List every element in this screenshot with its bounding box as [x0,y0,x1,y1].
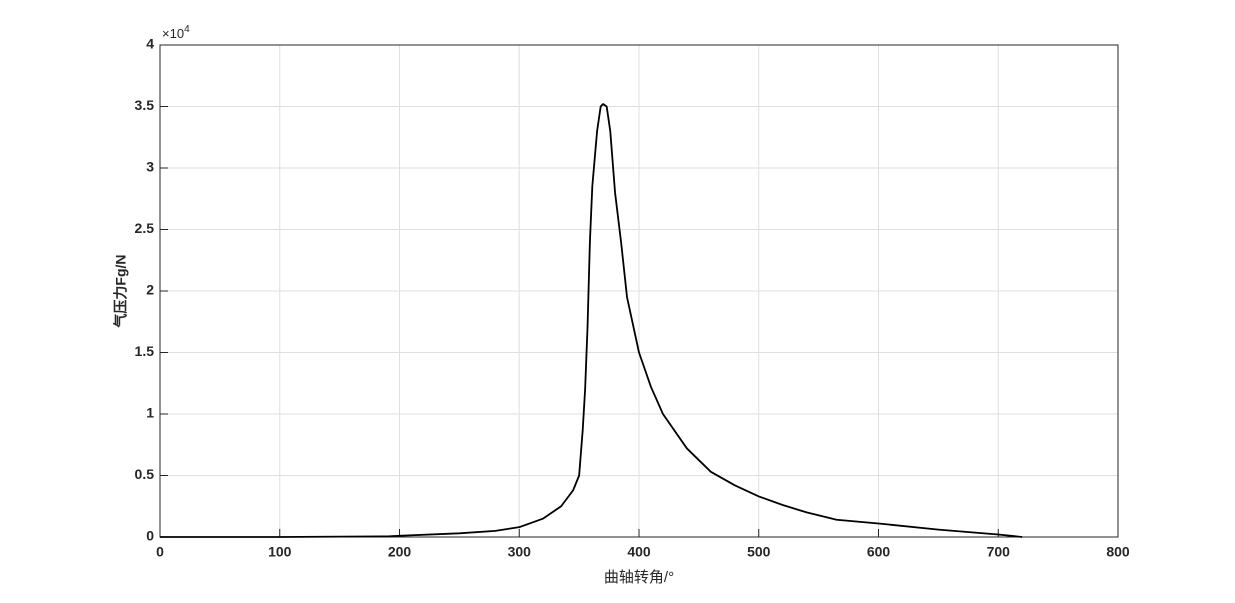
y-multiplier-exponent: 4 [184,24,190,35]
x-tick-label: 400 [627,544,651,560]
y-tick-label: 2.5 [135,220,155,236]
x-tick-label: 700 [987,544,1011,560]
data-line [160,103,1023,538]
x-tick-label: 200 [388,544,412,560]
y-tick-label: 3.5 [135,97,155,113]
y-multiplier-base: ×10 [162,26,184,41]
y-tick-label: 1.5 [135,343,155,359]
x-axis-label: 曲轴转角/° [604,569,674,586]
x-tick-label: 800 [1106,544,1130,560]
x-tick-label: 300 [508,544,532,560]
x-tick-label: 500 [747,544,771,560]
y-tick-label: 4 [146,36,154,52]
plot-frame [159,44,1119,538]
y-tick-label: 0.5 [135,466,155,482]
y-tick-label: 1 [146,405,154,421]
y-multiplier: ×104 [162,24,190,42]
y-axis-label: 气压力Fg/N [113,254,129,328]
x-tick-label: 0 [156,544,164,560]
y-tick-label: 3 [146,159,154,175]
y-tick-label: 2 [146,282,154,298]
y-tick-label: 0 [146,528,154,544]
x-tick-label: 100 [268,544,292,560]
x-tick-label: 600 [867,544,891,560]
